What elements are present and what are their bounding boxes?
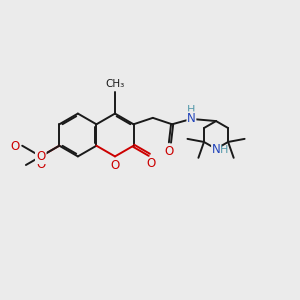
Text: O: O — [36, 158, 45, 171]
Text: N: N — [187, 112, 196, 125]
Text: O: O — [11, 140, 20, 153]
Text: O: O — [110, 159, 119, 172]
Text: O: O — [146, 157, 156, 169]
Text: H: H — [187, 105, 196, 115]
Text: O: O — [164, 145, 173, 158]
Text: O: O — [36, 150, 45, 163]
Text: CH₃: CH₃ — [105, 79, 124, 89]
Text: H: H — [220, 145, 228, 155]
Text: N: N — [212, 143, 220, 157]
